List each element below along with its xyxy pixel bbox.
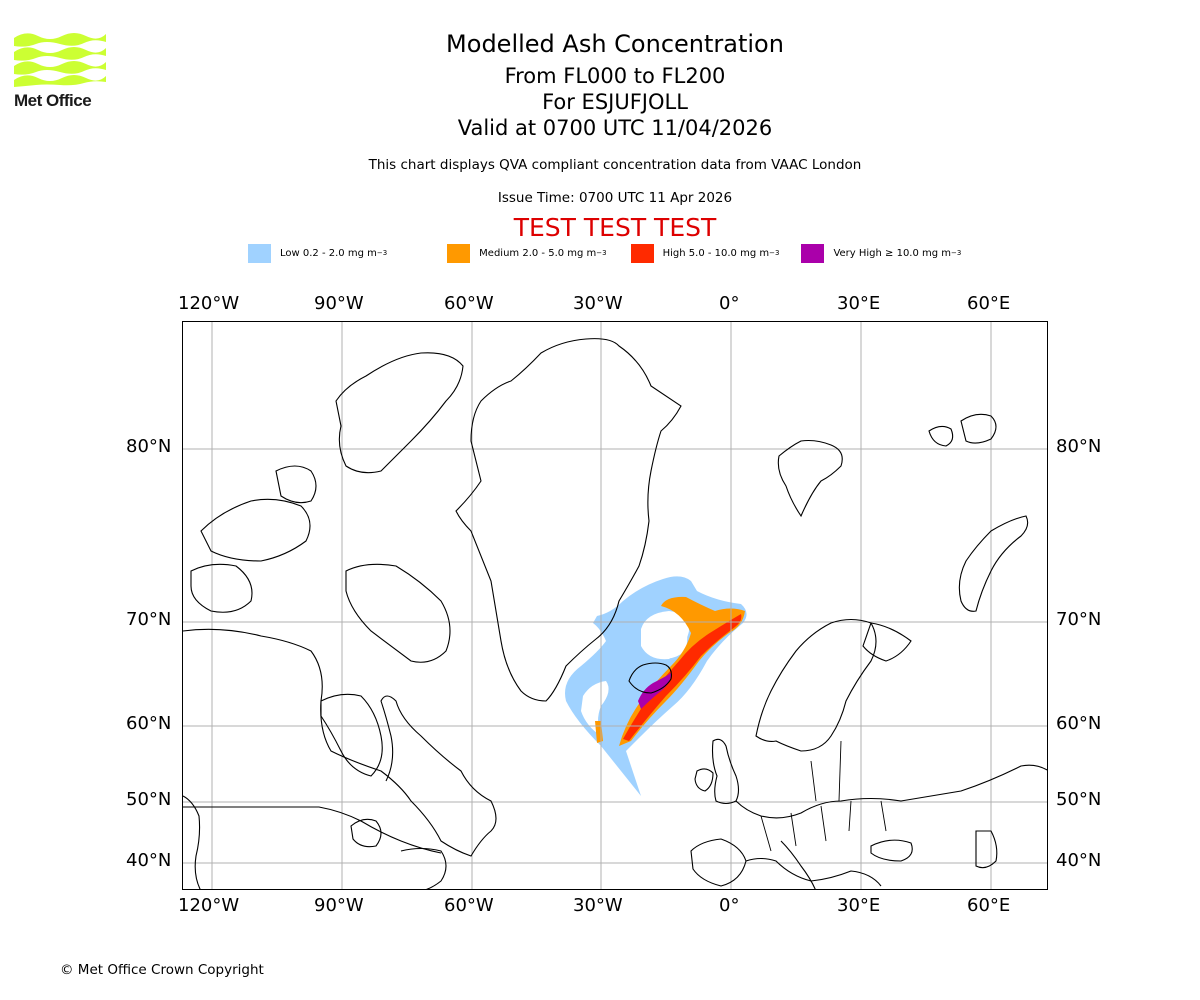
hudson-bay <box>320 693 383 777</box>
arctic-islands-west <box>200 498 311 562</box>
caspian-sea <box>975 830 998 869</box>
legend-label: Low 0.2 - 2.0 mg m <box>280 247 377 259</box>
lon-tick-bottom: 60°W <box>444 895 494 916</box>
chart-subtitles: From FL000 to FL200 For ESJUFJOLL Valid … <box>0 63 1200 141</box>
lat-tick-right: 70°N <box>1056 609 1102 630</box>
iberia-outline <box>690 838 747 887</box>
legend-label: High 5.0 - 10.0 mg m <box>662 247 770 259</box>
lon-tick-bottom: 0° <box>719 895 740 916</box>
concentration-legend: Low 0.2 - 2.0 mg m −3 Medium 2.0 - 5.0 mg… <box>248 243 983 263</box>
lat-tick-right: 40°N <box>1056 850 1102 871</box>
copyright-notice: © Met Office Crown Copyright <box>60 962 264 978</box>
black-sea <box>870 839 913 862</box>
legend-label: Very High ≥ 10.0 mg m <box>833 247 952 259</box>
ash-concentration-map[interactable] <box>182 321 1048 890</box>
legend-swatch-medium <box>447 243 471 263</box>
ash-low-hole-2 <box>581 681 609 736</box>
lon-tick-top: 60°E <box>967 293 1011 314</box>
graticule <box>183 322 1047 889</box>
lon-tick-bottom: 120°W <box>178 895 240 916</box>
lat-tick-right: 60°N <box>1056 713 1102 734</box>
us-east-coast <box>400 847 447 889</box>
mediterranean-coast <box>745 857 882 887</box>
chart-description: This chart displays QVA compliant concen… <box>368 157 862 173</box>
legend-item-high: High 5.0 - 10.0 mg m −3 <box>630 243 780 263</box>
volcano-name: For ESJUFJOLL <box>542 90 688 114</box>
met-office-logo: Met Office <box>14 30 108 112</box>
arctic-islands-mid <box>275 465 317 504</box>
map-canvas <box>183 322 1047 889</box>
scandinavia-outline <box>755 618 877 752</box>
coastlines <box>183 338 1047 889</box>
unit-exponent: −3 <box>951 249 962 257</box>
lon-tick-top: 0° <box>719 293 740 314</box>
legend-swatch-very-high <box>801 243 825 263</box>
legend-swatch-low <box>248 243 271 263</box>
lon-tick-top: 30°W <box>573 293 623 314</box>
lat-tick-left: 40°N <box>126 850 172 871</box>
country-borders <box>760 740 887 852</box>
baffin-island <box>345 563 451 663</box>
lat-tick-right: 80°N <box>1056 436 1102 457</box>
victoria-island <box>190 563 253 613</box>
unit-exponent: −3 <box>769 249 780 257</box>
franz-josef-land <box>928 413 997 447</box>
svalbard-outline <box>777 439 843 518</box>
lon-tick-bottom: 90°W <box>314 895 364 916</box>
lat-tick-left: 50°N <box>126 789 172 810</box>
lon-tick-top: 120°W <box>178 293 240 314</box>
ash-low-hole <box>641 611 689 660</box>
iceland-outline <box>628 662 672 694</box>
lon-tick-top: 60°W <box>444 293 494 314</box>
legend-item-medium: Medium 2.0 - 5.0 mg m −3 <box>447 243 607 263</box>
lat-tick-left: 60°N <box>126 713 172 734</box>
lon-tick-bottom: 60°E <box>967 895 1011 916</box>
legend-item-very-high: Very High ≥ 10.0 mg m −3 <box>801 243 962 263</box>
lat-tick-left: 80°N <box>126 436 172 457</box>
great-lakes <box>350 818 382 848</box>
lat-tick-left: 70°N <box>126 609 172 630</box>
us-canada-border <box>183 806 442 854</box>
issue-time: Issue Time: 0700 UTC 11 Apr 2026 <box>497 190 733 206</box>
ellesmere-island <box>335 352 464 474</box>
test-banner: TEST TEST TEST <box>513 213 717 242</box>
lon-tick-top: 90°W <box>314 293 364 314</box>
ash-plume <box>565 576 747 796</box>
legend-swatch-high <box>630 243 654 263</box>
kola-peninsula <box>862 622 912 662</box>
north-america-outline <box>183 628 497 857</box>
logo-text: Met Office <box>14 91 92 110</box>
lon-tick-bottom: 30°W <box>573 895 623 916</box>
europe-outline <box>735 764 1047 819</box>
great-britain-outline <box>711 738 740 805</box>
greenland-outline <box>455 338 682 702</box>
italy-outline <box>780 840 816 889</box>
chart-title: Modelled Ash Concentration <box>446 30 784 58</box>
lon-tick-bottom: 30°E <box>837 895 881 916</box>
ireland-outline <box>694 768 714 792</box>
lon-tick-top: 30°E <box>837 293 881 314</box>
legend-item-low: Low 0.2 - 2.0 mg m −3 <box>248 243 388 263</box>
unit-exponent: −3 <box>376 249 388 257</box>
unit-exponent: −3 <box>596 249 607 257</box>
ash-high-region <box>623 614 742 741</box>
north-america-west-coast <box>183 795 201 889</box>
valid-time: Valid at 0700 UTC 11/04/2026 <box>457 116 773 140</box>
lat-tick-right: 50°N <box>1056 789 1102 810</box>
met-office-waves-icon <box>14 33 106 87</box>
flight-level-range: From FL000 to FL200 <box>504 64 726 88</box>
legend-label: Medium 2.0 - 5.0 mg m <box>479 247 597 259</box>
ash-very-high-region <box>638 673 671 709</box>
novaya-zemlya <box>958 515 1029 612</box>
